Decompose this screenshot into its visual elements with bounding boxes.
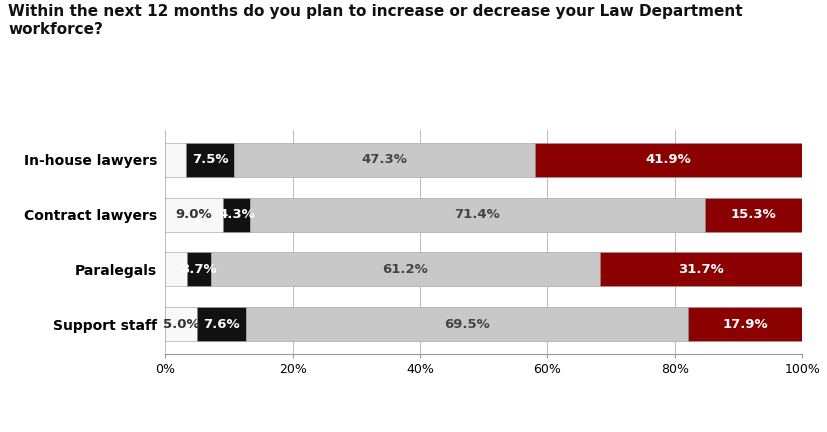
Bar — [165, 307, 197, 341]
Text: 17.9%: 17.9% — [723, 318, 768, 330]
Text: 9.0%: 9.0% — [176, 208, 213, 221]
Bar — [186, 143, 234, 177]
Bar — [234, 143, 535, 177]
Bar — [222, 197, 250, 232]
Text: 5.0%: 5.0% — [163, 318, 199, 330]
Text: Within the next 12 months do you plan to increase or decrease your Law Departmen: Within the next 12 months do you plan to… — [8, 4, 743, 37]
Bar — [165, 252, 187, 286]
Bar — [187, 252, 211, 286]
Bar — [165, 197, 222, 232]
Text: 7.6%: 7.6% — [203, 318, 240, 330]
Bar — [250, 197, 705, 232]
Text: 47.3%: 47.3% — [362, 153, 408, 166]
Bar — [246, 307, 688, 341]
Bar — [705, 197, 802, 232]
Bar — [600, 252, 802, 286]
Text: 31.7%: 31.7% — [678, 263, 724, 276]
Text: 4.3%: 4.3% — [218, 208, 255, 221]
Text: 7.5%: 7.5% — [192, 153, 228, 166]
Bar — [688, 307, 802, 341]
Text: 41.9%: 41.9% — [646, 153, 691, 166]
Text: 3.7%: 3.7% — [180, 263, 218, 276]
Text: 71.4%: 71.4% — [455, 208, 500, 221]
Text: 61.2%: 61.2% — [383, 263, 428, 276]
Bar — [535, 143, 802, 177]
Bar — [211, 252, 600, 286]
Text: 15.3%: 15.3% — [730, 208, 777, 221]
Bar — [197, 307, 246, 341]
Text: 69.5%: 69.5% — [444, 318, 490, 330]
Bar — [165, 143, 186, 177]
